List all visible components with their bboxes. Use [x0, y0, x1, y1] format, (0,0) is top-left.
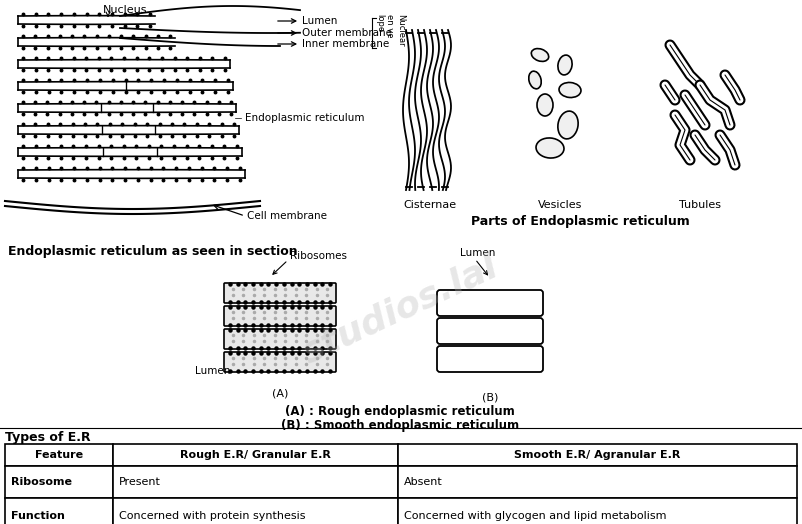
Text: Outer membrane: Outer membrane: [302, 28, 392, 38]
Ellipse shape: [531, 49, 549, 61]
FancyBboxPatch shape: [437, 318, 543, 344]
Text: Nucleus: Nucleus: [103, 5, 148, 15]
Ellipse shape: [529, 71, 541, 89]
Text: Smooth E.R/ Agranular E.R: Smooth E.R/ Agranular E.R: [514, 450, 681, 460]
Bar: [5, 498, 113, 524]
Ellipse shape: [558, 55, 572, 75]
Ellipse shape: [537, 94, 553, 116]
Text: Cisternae: Cisternae: [403, 200, 456, 210]
Ellipse shape: [559, 82, 581, 97]
FancyBboxPatch shape: [224, 306, 336, 326]
Text: studios.lal: studios.lal: [297, 250, 503, 370]
Text: Ribosomes: Ribosomes: [290, 251, 347, 261]
Ellipse shape: [536, 138, 564, 158]
Text: Ribosome: Ribosome: [11, 477, 72, 487]
FancyBboxPatch shape: [224, 283, 336, 303]
Text: Rough E.R/ Granular E.R: Rough E.R/ Granular E.R: [180, 450, 331, 460]
Text: (A): (A): [272, 389, 288, 399]
Bar: [398, 498, 797, 524]
Bar: [113, 444, 398, 466]
Text: Concerned with glycogen and lipid metabolism: Concerned with glycogen and lipid metabo…: [404, 511, 666, 521]
Text: (B): (B): [482, 392, 498, 402]
Text: Concerned with protein synthesis: Concerned with protein synthesis: [119, 511, 306, 521]
Text: Lumen: Lumen: [302, 16, 338, 26]
Bar: [113, 498, 398, 524]
FancyBboxPatch shape: [437, 290, 543, 316]
Text: Nuclear
en ve
lope: Nuclear en ve lope: [375, 14, 405, 46]
Text: Cell membrane: Cell membrane: [247, 211, 327, 221]
Bar: [5, 466, 113, 498]
Bar: [398, 444, 797, 466]
FancyBboxPatch shape: [224, 352, 336, 372]
Bar: [398, 466, 797, 498]
FancyBboxPatch shape: [224, 329, 336, 349]
Text: (B) : Smooth endoplasmic reticulum: (B) : Smooth endoplasmic reticulum: [281, 419, 519, 432]
Text: (A) : Rough endoplasmic reticulum: (A) : Rough endoplasmic reticulum: [286, 405, 515, 418]
Ellipse shape: [558, 111, 578, 139]
Text: Types of E.R: Types of E.R: [5, 431, 91, 444]
Text: Parts of Endoplasmic reticulum: Parts of Endoplasmic reticulum: [471, 215, 690, 228]
Text: Tubules: Tubules: [679, 200, 721, 210]
Text: Lumen: Lumen: [195, 366, 230, 376]
Text: Endoplasmic reticulum: Endoplasmic reticulum: [245, 113, 364, 123]
Text: Present: Present: [119, 477, 161, 487]
Bar: [113, 466, 398, 498]
Bar: [5, 444, 113, 466]
Text: Absent: Absent: [404, 477, 443, 487]
FancyBboxPatch shape: [437, 346, 543, 372]
Text: Lumen: Lumen: [460, 248, 496, 258]
Text: Feature: Feature: [35, 450, 83, 460]
Text: Vesicles: Vesicles: [538, 200, 582, 210]
Text: Endoplasmic reticulum as seen in section: Endoplasmic reticulum as seen in section: [8, 245, 298, 258]
Text: Inner membrane: Inner membrane: [302, 39, 389, 49]
Text: Function: Function: [11, 511, 65, 521]
